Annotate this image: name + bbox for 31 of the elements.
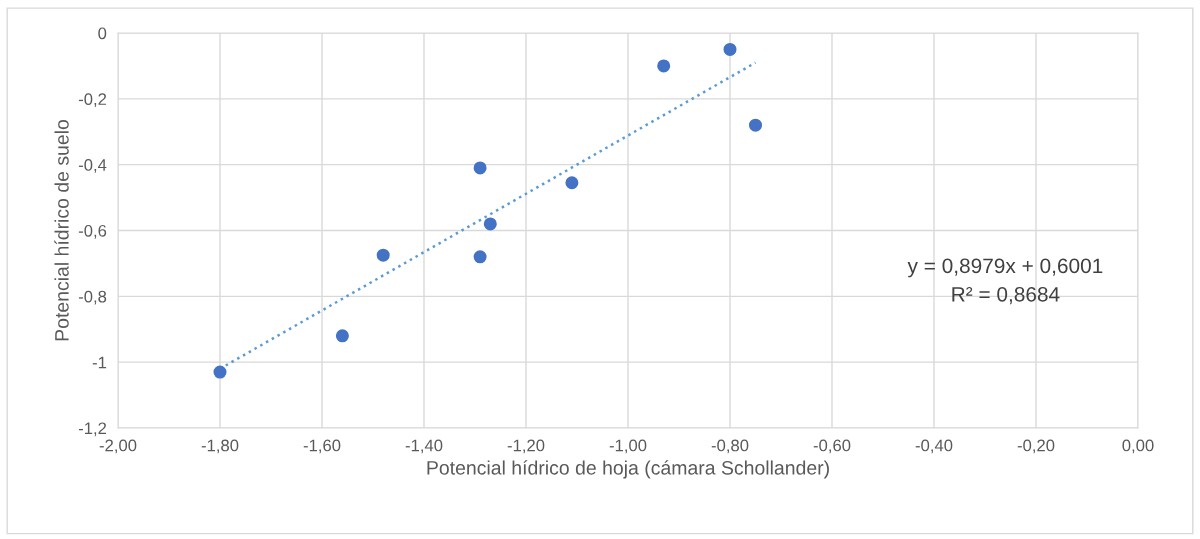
x-tick-label: -1,00 (609, 439, 647, 454)
point (657, 59, 671, 73)
y-tick-label: 0 (98, 27, 107, 40)
x-tick-label: -0,60 (813, 439, 851, 454)
point (376, 248, 390, 262)
y-tick-label: -0,2 (78, 93, 107, 108)
y-axis-title: Potencial hídrico de suelo (54, 119, 69, 341)
point (473, 250, 487, 264)
point (335, 329, 349, 343)
point (483, 217, 497, 231)
y-tick-label: -1,2 (78, 422, 107, 437)
x-tick-label: -0,20 (1017, 439, 1055, 454)
x-tick-label: -1,40 (405, 439, 443, 454)
x-axis-title: Potencial hídrico de hoja (cámara Schollander) (427, 460, 829, 479)
y-tick-label: -0,4 (78, 159, 107, 173)
x-tick-label: -1,80 (201, 439, 239, 454)
x-tick-label: 0,00 (1122, 439, 1154, 454)
point (473, 161, 487, 175)
x-tick-label: -1,60 (303, 439, 341, 454)
y-tick-label: -0,8 (78, 290, 107, 305)
annotation: y = 0,8979x + 0,6001 R² = 0,8684 (907, 258, 1103, 305)
x-tick-label: -0,40 (915, 439, 953, 454)
x-tick-label: -0,80 (711, 439, 749, 454)
y-tick-label: -0,6 (78, 224, 107, 239)
point (213, 365, 227, 379)
x-tick-label: -2,00 (99, 439, 137, 454)
y-tick-label: -1 (92, 356, 107, 369)
x-tick-label: -1,20 (507, 439, 545, 454)
point (565, 176, 579, 190)
point (723, 42, 737, 56)
point (748, 118, 763, 132)
